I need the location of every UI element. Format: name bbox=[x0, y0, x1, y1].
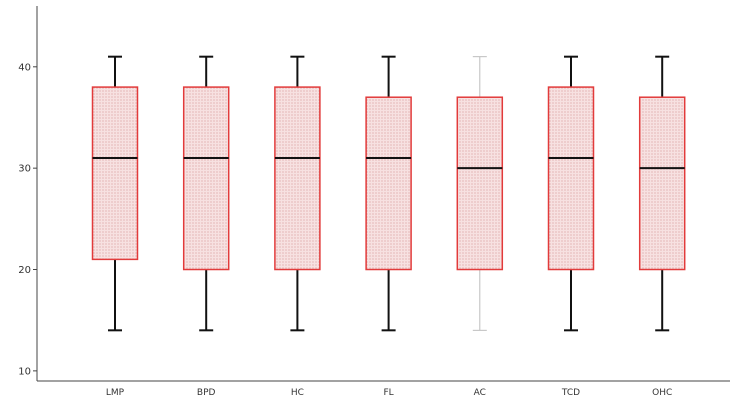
box-iqr bbox=[456, 96, 504, 271]
box-iqr bbox=[91, 86, 139, 261]
box-iqr bbox=[547, 86, 595, 271]
plot-area: 10 20 30 40 LMP BPD HC FL AC TCD OHC bbox=[18, 6, 730, 398]
box-iqr bbox=[182, 86, 230, 271]
box-iqr bbox=[638, 96, 686, 271]
x-tick-label: BPD bbox=[197, 388, 216, 398]
box-group-hc: HC bbox=[274, 55, 321, 398]
box-group-tcd: TCD bbox=[547, 55, 595, 398]
box-group-ac: AC bbox=[456, 56, 504, 398]
box-group-lmp: LMP bbox=[91, 55, 139, 398]
y-tick-label: 40 bbox=[18, 62, 31, 73]
x-tick-label: FL bbox=[383, 388, 393, 398]
y-tick-label: 10 bbox=[18, 366, 31, 377]
box-iqr bbox=[365, 96, 412, 271]
box-group-fl: FL bbox=[365, 55, 412, 398]
box-iqr bbox=[274, 86, 321, 271]
y-tick-label: 20 bbox=[18, 265, 31, 276]
y-tick-label: 30 bbox=[18, 164, 31, 175]
x-tick-label: OHC bbox=[652, 388, 672, 398]
x-tick-label: LMP bbox=[106, 388, 125, 398]
x-tick-label: AC bbox=[474, 388, 486, 398]
box-group-ohc: OHC bbox=[638, 55, 686, 398]
x-tick-label: TCD bbox=[561, 388, 580, 398]
x-tick-label: HC bbox=[291, 388, 304, 398]
box-group-bpd: BPD bbox=[182, 55, 230, 398]
